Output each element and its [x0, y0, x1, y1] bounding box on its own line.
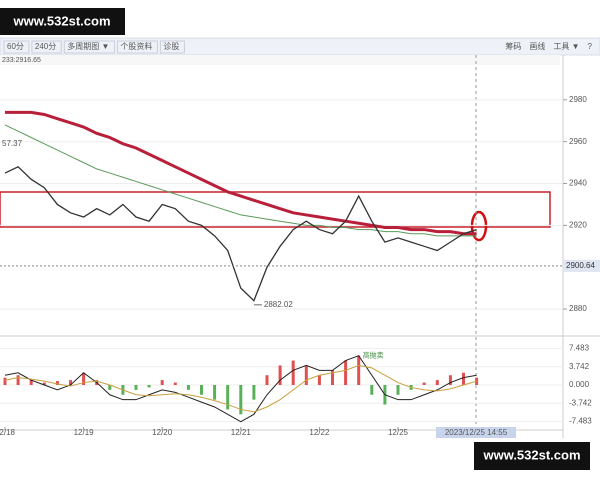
y-tick-label: 2940	[569, 179, 587, 188]
button-frame	[3, 40, 30, 54]
y-tick-label: 3.742	[569, 362, 590, 371]
macd-bar	[357, 355, 361, 385]
toolbar-button[interactable]: 240分	[35, 42, 56, 51]
x-tick-label: 12/20	[152, 428, 173, 437]
highlight-circle	[470, 210, 488, 242]
macd-bar	[147, 385, 151, 388]
watermark-box	[0, 8, 125, 35]
low-label: 2882.02	[264, 300, 293, 309]
macd-bar	[331, 370, 334, 385]
macd-bar	[69, 380, 72, 385]
series-line	[5, 110, 477, 236]
macd-line	[4, 355, 477, 423]
series-line	[4, 124, 477, 237]
toolbar-button[interactable]: 画线	[529, 41, 545, 51]
y-tick-label: 7.483	[569, 344, 590, 353]
macd-bar	[239, 385, 243, 415]
toolbar-button[interactable]: 工具 ▼	[553, 42, 579, 51]
macd-bar	[213, 385, 217, 400]
macd-bar	[200, 385, 203, 395]
macd-bar	[304, 365, 308, 385]
crosshair-label-bg	[436, 427, 516, 438]
info-bar	[0, 55, 560, 65]
toolbar-button[interactable]: 多周期图 ▼	[67, 41, 109, 51]
macd-bar	[108, 385, 112, 390]
macd-bar	[370, 385, 374, 395]
y-tick-label: 2920	[569, 220, 587, 229]
macd-bar	[396, 385, 400, 395]
macd-bar	[173, 382, 177, 385]
info-text: 233:2916.65	[2, 57, 41, 64]
macd-bar	[42, 382, 46, 385]
toolbar-button[interactable]: ?	[588, 42, 593, 51]
macd-bar	[55, 381, 59, 385]
macd-bar	[462, 372, 465, 385]
macd-bar	[134, 385, 138, 390]
last-price-bg	[563, 259, 600, 272]
macd-bar	[422, 382, 426, 385]
x-tick-label: 12/25	[388, 428, 409, 437]
series-line	[4, 166, 477, 302]
button-frame	[63, 40, 115, 54]
last-price-label: 2900.64	[566, 261, 595, 270]
watermark-box	[474, 442, 590, 470]
macd-annotation: 高抛卖	[363, 351, 384, 360]
panel	[0, 38, 600, 438]
macd-bar	[226, 385, 230, 410]
left-label: 57.37	[2, 139, 23, 148]
toolbar-button[interactable]: 个股资料	[120, 41, 152, 51]
macd-line	[4, 364, 477, 413]
crosshair-label: 2023/12/25 14:55	[445, 428, 508, 437]
x-tick-label: 12/21	[231, 428, 252, 437]
button-frame	[31, 40, 62, 54]
y-tick-label: 2980	[569, 95, 587, 104]
button-frame	[159, 40, 185, 54]
y-tick-label: 0.000	[569, 380, 590, 389]
toolbar-button[interactable]: 诊股	[163, 41, 179, 51]
watermark: www.532st.com	[482, 447, 580, 462]
toolbar-button[interactable]: 筹码	[505, 41, 521, 51]
button-frame	[116, 40, 158, 54]
macd-bar	[82, 372, 86, 385]
x-tick-label: 12/22	[309, 428, 330, 437]
macd-bar	[16, 375, 20, 385]
highlight-box	[0, 191, 551, 228]
toolbar-button[interactable]: 60分	[7, 42, 24, 51]
y-tick-label: -7.483	[569, 417, 592, 426]
y-tick-label: 2960	[569, 137, 587, 146]
y-tick-label: 2880	[569, 304, 587, 313]
macd-bar	[29, 380, 33, 385]
macd-bar	[278, 365, 282, 385]
watermark: www.532st.com	[12, 13, 110, 28]
macd-bar	[3, 377, 7, 385]
macd-bar	[435, 380, 439, 385]
x-tick-label: 12/19	[74, 428, 95, 437]
macd-bar	[265, 375, 269, 385]
macd-bar	[448, 375, 452, 385]
macd-bar	[291, 360, 295, 385]
macd-bar	[344, 360, 348, 385]
x-tick-label: 12/18	[0, 428, 16, 437]
macd-bar	[160, 380, 164, 385]
macd-bar	[317, 375, 321, 385]
macd-bar	[186, 385, 190, 390]
y-tick-label: -3.742	[569, 398, 592, 407]
macd-bar	[252, 385, 256, 400]
